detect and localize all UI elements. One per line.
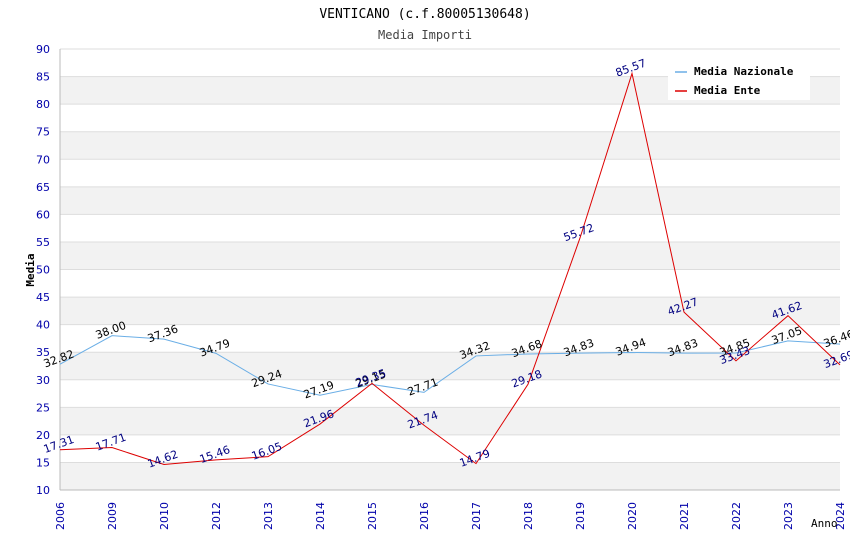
y-tick-label: 40: [36, 319, 50, 332]
grid-band: [60, 186, 840, 215]
x-tick-label: 2022: [730, 502, 743, 530]
x-tick-label: 2020: [626, 502, 639, 530]
y-axis-label: Media: [24, 253, 37, 286]
x-tick-label: 2021: [678, 502, 691, 530]
y-tick-label: 60: [36, 208, 50, 221]
grid-band: [60, 352, 840, 380]
grid-band: [60, 241, 840, 270]
y-tick-label: 55: [36, 236, 50, 249]
y-tick-label: 15: [36, 456, 50, 469]
x-tick-label: 2017: [470, 502, 483, 530]
grid-band: [60, 131, 840, 160]
x-tick-label: 2014: [314, 502, 327, 530]
chart-subtitle: Media Importi: [378, 28, 472, 42]
chart-title: VENTICANO (c.f.80005130648): [319, 7, 530, 22]
data-label: 27.19: [302, 378, 336, 401]
x-tick-label: 2023: [782, 502, 795, 530]
grid-band: [60, 407, 840, 435]
y-tick-label: 20: [36, 429, 50, 442]
y-tick-label: 85: [36, 71, 50, 84]
y-tick-label: 25: [36, 401, 50, 414]
x-tick-label: 2015: [366, 502, 379, 530]
legend: Media Nazionale Media Ente: [668, 60, 810, 100]
y-tick-label: 10: [36, 484, 50, 497]
x-tick-label: 2019: [574, 502, 587, 530]
x-tick-label: 2016: [418, 502, 431, 530]
axes: [59, 49, 840, 491]
x-tick-label: 2006: [54, 502, 67, 530]
y-tick-label: 65: [36, 181, 50, 194]
legend-background: [668, 60, 810, 100]
y-tick-label: 30: [36, 374, 50, 387]
y-tick-labels: 10 15 20 25 30 35 40 45 50 55 60 65 70 75 80 85 90: [36, 43, 50, 497]
y-tick-label: 35: [36, 346, 50, 359]
x-tick-label: 2018: [522, 502, 535, 530]
grid-band: [60, 297, 840, 325]
y-tick-label: 75: [36, 126, 50, 139]
y-tick-label: 80: [36, 98, 50, 111]
y-tick-label: 90: [36, 43, 50, 56]
x-tick-labels: 2006 2009 2010 2012 2013 2014 2015 2016 2017 2018…: [54, 502, 847, 530]
data-label: 16.05: [250, 440, 284, 463]
data-label: 36.46: [822, 327, 850, 350]
x-tick-label: 2012: [210, 502, 223, 530]
x-axis-label: Anno: [811, 517, 838, 530]
y-tick-label: 45: [36, 291, 50, 304]
legend-label-media-ente: Media Ente: [694, 84, 761, 97]
y-tick-label: 70: [36, 153, 50, 166]
legend-label-media-nazionale: Media Nazionale: [694, 65, 794, 78]
x-tick-label: 2010: [158, 502, 171, 530]
x-tick-label: 2013: [262, 502, 275, 530]
series-line-0: [59, 335, 841, 396]
plot-background-bands: [60, 76, 840, 490]
x-tick-label: 2009: [106, 502, 119, 530]
series-line-1: [59, 71, 841, 466]
series-lines: [59, 71, 841, 466]
grid-band: [60, 462, 840, 490]
y-tick-label: 50: [36, 264, 50, 277]
x-tick-label: 2024: [834, 502, 847, 530]
